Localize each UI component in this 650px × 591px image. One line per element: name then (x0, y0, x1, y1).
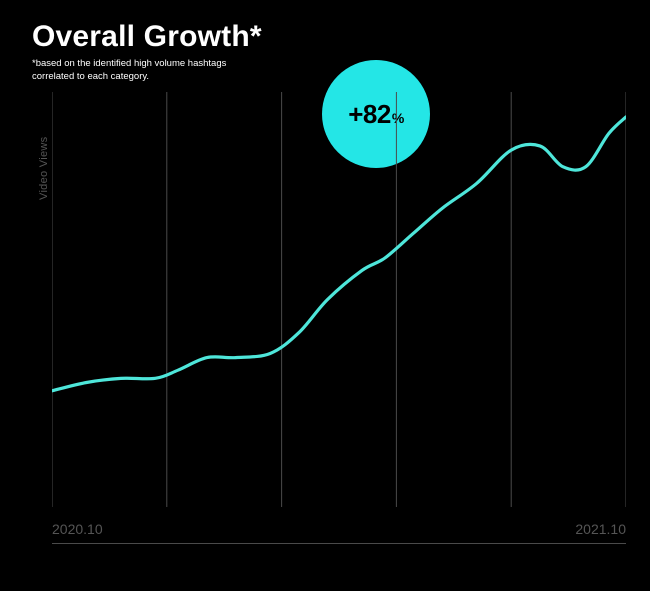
y-axis-label: Video Views (38, 137, 50, 200)
x-axis-tick-label: 2021.10 (575, 521, 626, 537)
chart-series-line (52, 117, 626, 391)
chart-header: Overall Growth* *based on the identified… (32, 20, 262, 84)
x-axis-line (52, 543, 626, 544)
chart-title: Overall Growth* (32, 20, 262, 54)
line-chart (52, 92, 626, 507)
chart-gridlines (52, 92, 626, 507)
chart-subtitle: *based on the identified high volume has… (32, 58, 262, 84)
x-axis-tick-label: 2020.10 (52, 521, 103, 537)
